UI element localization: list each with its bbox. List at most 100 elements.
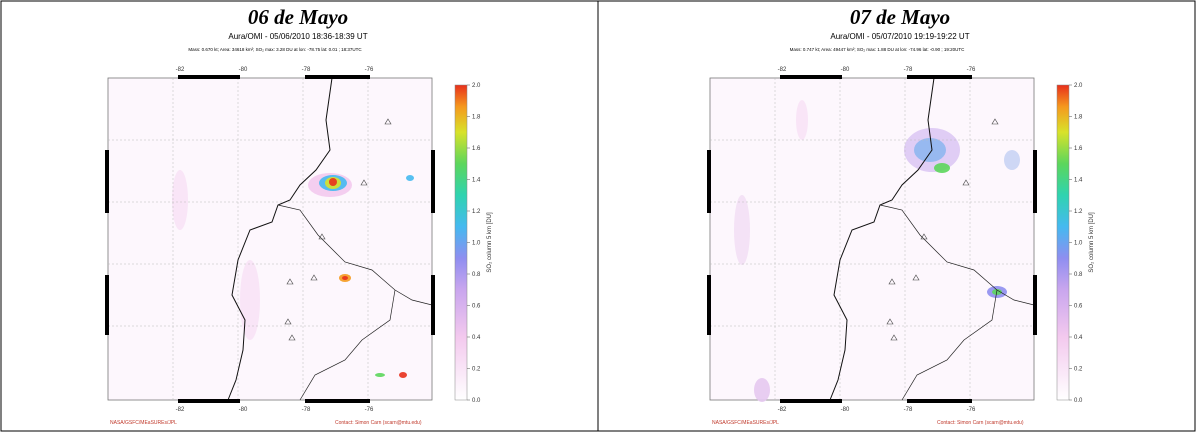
colorbar-tick-label: 0.8 bbox=[1074, 272, 1083, 278]
coastline bbox=[829, 77, 935, 401]
volcano bbox=[991, 118, 999, 125]
lon-label: -80 bbox=[239, 407, 248, 413]
footer-left: NASA/GSFC/MEaSUREs/JPL bbox=[110, 420, 177, 426]
lon-label: -76 bbox=[365, 67, 374, 73]
colorbar-tick-label: 0.2 bbox=[1074, 367, 1083, 373]
lon-label: -76 bbox=[967, 407, 976, 413]
lon-label: -82 bbox=[176, 67, 185, 73]
colorbar-tick-label: 1.8 bbox=[1074, 115, 1083, 121]
axis-bar bbox=[305, 399, 370, 403]
lon-label: -78 bbox=[904, 407, 913, 413]
axis-bar bbox=[105, 150, 109, 213]
so2-plume bbox=[734, 195, 750, 265]
colorbar-tick-label: 0.4 bbox=[472, 335, 481, 341]
axis-bar bbox=[780, 399, 842, 403]
axis-bar bbox=[178, 75, 240, 79]
colorbar bbox=[454, 84, 468, 401]
panel-title: 06 de Mayo bbox=[248, 5, 348, 29]
colorbar-tick-label: 0.0 bbox=[472, 398, 481, 404]
colorbar-tick-label: 1.0 bbox=[1074, 241, 1083, 247]
so2-plume bbox=[796, 100, 808, 140]
volcano bbox=[360, 179, 368, 186]
lon-label: -80 bbox=[841, 67, 850, 73]
colorbar-tick-label: 1.8 bbox=[472, 115, 481, 121]
so2-plume bbox=[754, 378, 770, 402]
colorbar-tick-label: 1.4 bbox=[1074, 178, 1083, 184]
axis-bar bbox=[431, 150, 435, 213]
coastline bbox=[227, 77, 333, 401]
axis-bar bbox=[907, 399, 972, 403]
axis-bar bbox=[1033, 150, 1037, 213]
lon-label: -82 bbox=[176, 407, 185, 413]
volcano bbox=[384, 118, 392, 125]
axis-bar bbox=[431, 275, 435, 335]
colorbar-tick-label: 0.6 bbox=[472, 304, 481, 310]
lon-label: -82 bbox=[778, 67, 787, 73]
lon-label: -76 bbox=[967, 67, 976, 73]
map-background bbox=[107, 77, 433, 401]
colorbar-tick-label: 1.4 bbox=[472, 178, 481, 184]
footer-left: NASA/GSFC/MEaSUREs/JPL bbox=[712, 420, 779, 426]
axis-bar bbox=[178, 399, 240, 403]
lon-label: -78 bbox=[302, 407, 311, 413]
volcano bbox=[912, 274, 920, 281]
volcano bbox=[318, 233, 326, 240]
panel-info: Mass: 0.747 kt; Area: 49447 km²; SO₂ max… bbox=[790, 47, 966, 52]
footer-right: Contact: Simon Carn (scarn@mtu.edu) bbox=[335, 420, 422, 426]
so2-plume bbox=[914, 138, 946, 162]
colorbar-tick-label: 0.2 bbox=[472, 367, 481, 373]
axis-bar bbox=[707, 150, 711, 213]
colorbar-tick-label: 1.6 bbox=[472, 146, 481, 152]
so2-plume bbox=[934, 163, 950, 173]
lon-label: -82 bbox=[778, 407, 787, 413]
colorbar-label: SO₂ column 5 km [DU] bbox=[1089, 212, 1095, 273]
so2-plume bbox=[172, 170, 188, 230]
volcano bbox=[888, 278, 896, 285]
volcano bbox=[920, 233, 928, 240]
so2-plume bbox=[375, 373, 385, 377]
border bbox=[879, 204, 1035, 401]
map-background bbox=[709, 77, 1035, 401]
colorbar-tick-label: 1.2 bbox=[1074, 209, 1083, 215]
panel: 07 de Mayo Aura/OMI - 05/07/2010 19:19-19… bbox=[707, 5, 1095, 426]
lon-label: -78 bbox=[302, 67, 311, 73]
volcano bbox=[890, 334, 898, 341]
axis-bar bbox=[907, 75, 972, 79]
panel-info: Mass: 0.670 kt; Area: 34618 km²; SO₂ max… bbox=[188, 47, 362, 52]
colorbar-tick-label: 1.6 bbox=[1074, 146, 1083, 152]
volcano bbox=[288, 334, 296, 341]
colorbar bbox=[1056, 84, 1070, 401]
volcano bbox=[310, 274, 318, 281]
colorbar-tick-label: 2.0 bbox=[1074, 83, 1083, 89]
so2-plume bbox=[406, 175, 414, 181]
panel-subtitle: Aura/OMI - 05/07/2010 19:19-19:22 UT bbox=[830, 32, 969, 41]
so2-plume bbox=[329, 178, 337, 186]
so2-plume bbox=[1004, 150, 1020, 170]
axis-bar bbox=[105, 275, 109, 335]
footer-right: Contact: Simon Carn (scarn@mtu.edu) bbox=[937, 420, 1024, 426]
volcano bbox=[886, 318, 894, 325]
axis-bar bbox=[707, 275, 711, 335]
colorbar-tick-label: 0.6 bbox=[1074, 304, 1083, 310]
colorbar-label: SO₂ column 5 km [DU] bbox=[487, 212, 493, 273]
lon-label: -80 bbox=[239, 67, 248, 73]
lon-label: -76 bbox=[365, 407, 374, 413]
border bbox=[277, 204, 433, 401]
so2-plume bbox=[399, 372, 407, 378]
so2-plume bbox=[240, 260, 260, 340]
colorbar-tick-label: 0.0 bbox=[1074, 398, 1083, 404]
colorbar-tick-label: 0.4 bbox=[1074, 335, 1083, 341]
volcano bbox=[284, 318, 292, 325]
axis-bar bbox=[1033, 275, 1037, 335]
volcano bbox=[962, 179, 970, 186]
lon-label: -80 bbox=[841, 407, 850, 413]
colorbar-tick-label: 0.8 bbox=[472, 272, 481, 278]
colorbar-tick-label: 1.2 bbox=[472, 209, 481, 215]
lon-label: -78 bbox=[904, 67, 913, 73]
axis-bar bbox=[780, 75, 842, 79]
volcano bbox=[286, 278, 294, 285]
colorbar-tick-label: 2.0 bbox=[472, 83, 481, 89]
panel-subtitle: Aura/OMI - 05/06/2010 18:36-18:39 UT bbox=[228, 32, 367, 41]
axis-bar bbox=[305, 75, 370, 79]
